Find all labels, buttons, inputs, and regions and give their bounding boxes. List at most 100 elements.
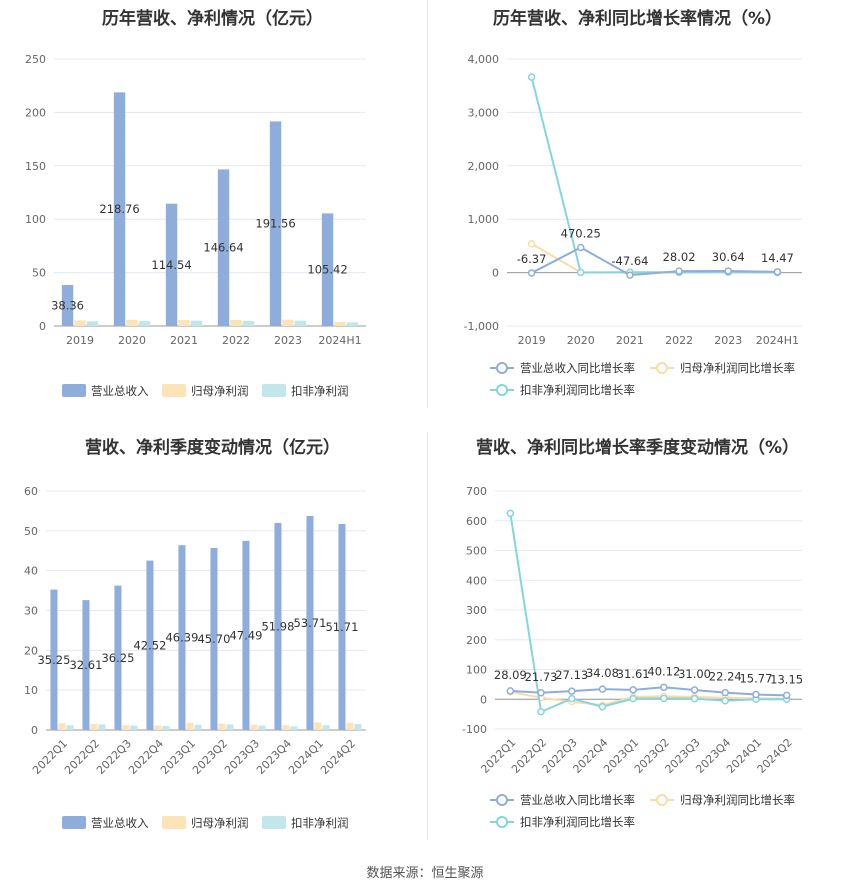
bar-value-label: 38.36 — [51, 299, 84, 313]
bar — [242, 320, 255, 326]
bar — [154, 725, 162, 730]
quarterly-growth-chart: 营收、净利同比增长率季度变动情况（%） -100 0 100 200 300 400 500… — [425, 425, 850, 845]
bar — [338, 524, 346, 730]
bar — [162, 726, 170, 730]
bar — [74, 320, 86, 326]
data-point — [506, 509, 515, 518]
annual-revenue-profit-svg: 0 50 100 150 200 250 2019 2020 2021 2022 2023 2024H… — [25, 53, 366, 398]
bar-value-label: 42.52 — [133, 638, 166, 652]
line-value-label: 31.00 — [678, 667, 711, 681]
bar — [90, 724, 98, 730]
series-line — [510, 686, 787, 697]
bar-value-label: 114.54 — [151, 258, 191, 272]
y-tick-label: 40 — [24, 565, 38, 578]
bar — [242, 540, 250, 730]
y-tick-label: 4,000 — [468, 53, 500, 66]
x-tick-label: 2022 — [222, 334, 250, 347]
bar — [321, 213, 334, 326]
legend-swatch — [262, 384, 286, 397]
bar-value-label: 146.64 — [203, 241, 243, 255]
x-tick-label: 2019 — [518, 334, 546, 347]
line-value-label: 28.02 — [663, 250, 696, 264]
legend-swatch — [62, 816, 86, 829]
bar-value-label: 36.25 — [101, 651, 134, 665]
y-tick-label: 1,000 — [468, 213, 500, 226]
bar — [138, 321, 151, 326]
data-point — [690, 694, 699, 703]
y-tick-label: -100 — [462, 723, 487, 736]
data-point — [537, 689, 545, 697]
chart-title: 历年营收、净利同比增长率情况（%） — [492, 9, 783, 29]
y-tick-label: 50 — [24, 525, 38, 538]
bar — [165, 203, 178, 326]
bar — [282, 725, 290, 730]
bar-value-label: 46.39 — [165, 631, 198, 645]
x-tick-label: 2023 — [274, 334, 302, 347]
y-tick-label: 0 — [492, 267, 499, 280]
panel-divider — [427, 0, 428, 408]
line-value-label: 28.09 — [494, 668, 527, 682]
x-tick-label: 2022 — [665, 334, 693, 347]
legend-swatch — [62, 384, 86, 397]
bar-value-label: 105.42 — [307, 263, 347, 277]
y-tick-label: 400 — [466, 574, 487, 587]
y-tick-label: 500 — [466, 545, 487, 558]
bar — [322, 725, 330, 730]
y-tick-label: 150 — [25, 160, 46, 173]
line-value-label: 27.13 — [555, 668, 588, 682]
bar — [230, 319, 242, 326]
y-tick-label: 0 — [31, 724, 38, 737]
bar — [58, 723, 66, 730]
x-tick-label: 2019 — [66, 334, 94, 347]
bar — [210, 547, 218, 730]
line-value-label: 14.47 — [761, 251, 794, 265]
bar — [226, 724, 234, 730]
legend-marker — [496, 384, 508, 396]
bar — [146, 560, 154, 730]
line-value-label: 470.25 — [561, 226, 601, 240]
series-line — [510, 690, 787, 707]
annual-revenue-profit-chart: 历年营收、净利情况（亿元） 0 50 100 150 200 250 2019 2020 202… — [0, 0, 425, 410]
data-point — [626, 271, 634, 279]
series-line — [530, 76, 778, 274]
y-tick-label: 20 — [24, 644, 38, 657]
line-value-label: 30.64 — [712, 250, 745, 264]
y-tick-label: 100 — [466, 664, 487, 677]
bar — [282, 319, 294, 326]
bar — [126, 319, 138, 326]
legend-label: 扣非净利润同比增长率 — [520, 383, 635, 397]
data-point — [568, 687, 576, 695]
legend-marker — [496, 794, 508, 806]
line-value-label: -6.37 — [517, 252, 547, 266]
data-point — [782, 691, 791, 700]
chart-title: 历年营收、净利情况（亿元） — [102, 9, 323, 29]
x-tick-label: 2024Q2 — [318, 737, 358, 777]
legend-marker — [656, 362, 668, 374]
line-value-label: 34.08 — [586, 666, 619, 680]
bar — [86, 321, 99, 326]
bar — [194, 724, 202, 730]
bar — [82, 600, 90, 730]
bar — [290, 726, 298, 730]
line-value-label: 40.12 — [647, 664, 680, 678]
data-point — [527, 240, 536, 248]
series-line — [509, 513, 787, 714]
bar — [217, 169, 230, 326]
x-tick-label: 2024H1 — [318, 334, 361, 347]
legend-label: 营业总收入 — [91, 816, 149, 830]
bar-value-label: 53.71 — [293, 616, 326, 630]
y-tick-label: -1,000 — [464, 320, 499, 333]
x-tick-label: 2023 — [714, 334, 742, 347]
bar-value-label: 35.25 — [37, 653, 70, 667]
bar — [178, 320, 190, 326]
y-tick-label: 250 — [25, 53, 46, 66]
legend-label: 营业总收入同比增长率 — [520, 361, 635, 375]
bar-value-label: 51.71 — [325, 620, 358, 634]
line-value-label: -47.64 — [611, 254, 648, 268]
x-tick-label: 2020 — [567, 334, 595, 347]
legend-marker — [496, 362, 508, 374]
quarterly-growth-svg: -10001002003004005006007002022Q12022Q220… — [462, 485, 803, 829]
y-tick-label: 0 — [480, 693, 487, 706]
x-tick-label: 2020 — [118, 334, 146, 347]
bar — [274, 522, 282, 730]
